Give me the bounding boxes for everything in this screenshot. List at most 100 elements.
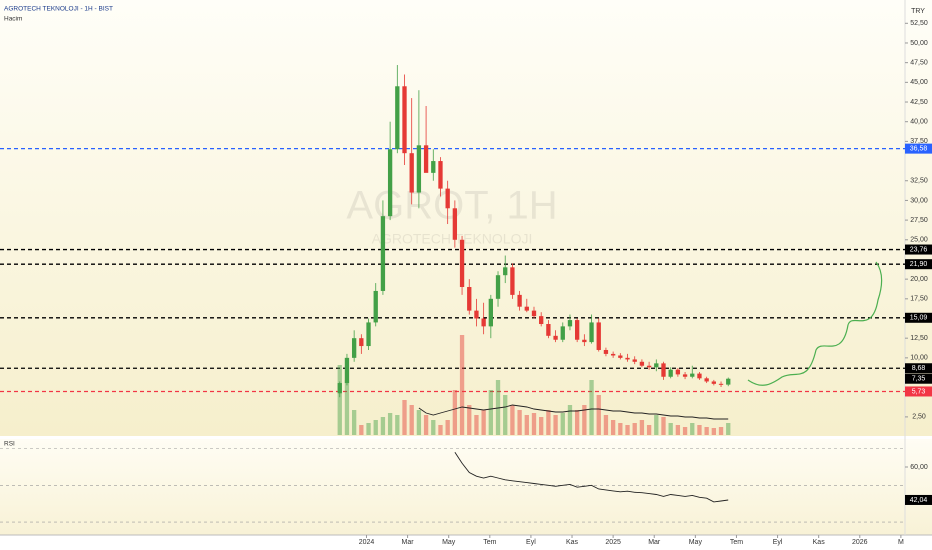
candle-body <box>467 287 472 311</box>
y-tick-label: 32,50 <box>910 178 928 185</box>
rsi-label: RSI <box>4 441 15 448</box>
volume-bar <box>575 410 580 435</box>
candle-body <box>589 322 594 343</box>
x-tick-label: Mar <box>402 539 415 546</box>
candle-body <box>654 363 659 368</box>
candle-body <box>632 359 637 362</box>
volume-bar <box>380 417 386 435</box>
candle-body <box>409 153 414 193</box>
chart-title: AGROTECH TEKNOLOJI - 1H - BIST <box>4 6 113 13</box>
last-price-box <box>905 373 932 384</box>
candle-body <box>682 374 688 377</box>
volume-bar <box>661 417 666 435</box>
candle-body <box>423 145 429 173</box>
candle-body <box>503 267 508 276</box>
y-tick-label: 17,50 <box>910 296 928 303</box>
candle-body <box>488 298 493 327</box>
y-tick-label: 20,00 <box>910 276 928 283</box>
candle-body <box>351 338 357 358</box>
volume-bar <box>646 425 652 435</box>
candle-body <box>625 357 630 360</box>
candle-body <box>697 373 702 379</box>
watermark-subtitle: AGROTECH TEKNOLOJI <box>372 231 533 247</box>
candle-body <box>337 383 342 394</box>
level-label-box <box>905 244 932 255</box>
volume-bar <box>618 423 623 435</box>
candle-body <box>575 320 580 340</box>
volume-bar <box>409 405 414 435</box>
volume-bar <box>567 405 573 435</box>
candle-body <box>359 338 364 347</box>
candle-body <box>517 294 522 307</box>
y-tick-label: 10,00 <box>910 355 928 362</box>
volume-bar <box>510 405 515 435</box>
y-tick-label: 27,50 <box>910 217 928 224</box>
volume-bar <box>387 413 393 435</box>
rsi-last-label: 42,04 <box>910 497 928 504</box>
candle-body <box>560 326 565 340</box>
volume-bar <box>639 420 645 435</box>
volume-bar <box>431 420 436 435</box>
volume-bar <box>416 410 422 435</box>
volume-bar <box>495 380 501 435</box>
candle-body <box>726 378 731 385</box>
x-tick-label: Tem <box>483 539 496 546</box>
volume-ma-line <box>418 404 729 420</box>
y-tick-label: 45,00 <box>910 79 928 86</box>
x-tick-label: 2024 <box>359 539 375 546</box>
candle-body <box>646 365 652 368</box>
candle-body <box>438 161 443 189</box>
candle-body <box>668 369 673 377</box>
volume-bar <box>632 423 637 435</box>
level-label: 8,68 <box>912 365 926 372</box>
x-tick-label: Eyl <box>526 539 536 546</box>
candle-body <box>416 145 422 193</box>
volume-bar <box>704 427 709 435</box>
volume-bar <box>603 415 609 435</box>
volume-bar <box>438 425 443 435</box>
candle-body <box>603 349 609 354</box>
volume-bar <box>625 425 630 435</box>
candle-body <box>567 320 573 327</box>
projection-drawing <box>747 261 883 386</box>
volume-bar <box>682 427 688 435</box>
volume-bar <box>467 405 472 435</box>
level-label: 15,09 <box>910 315 928 322</box>
level-label-box <box>905 386 932 397</box>
y-tick-label: 37,50 <box>910 138 928 145</box>
x-tick-label: 2025 <box>605 539 621 546</box>
rsi-y-tick-label: 60,00 <box>910 464 928 471</box>
candle-body <box>344 357 350 384</box>
volume-bar <box>445 420 450 435</box>
volume-bar <box>402 400 407 435</box>
candle-body <box>711 381 717 384</box>
x-tick-label: Tem <box>730 539 743 546</box>
candle-body <box>690 373 695 377</box>
candle-body <box>445 188 450 209</box>
rsi-last-box <box>905 494 932 505</box>
candle-body <box>373 290 378 323</box>
level-label: 5,73 <box>912 388 926 395</box>
candle-body <box>639 361 645 366</box>
volume-bar <box>517 410 522 435</box>
x-tick-label: May <box>442 539 456 546</box>
x-tick-label: 2026 <box>852 539 868 546</box>
level-label-box <box>905 143 932 154</box>
rsi-line <box>454 452 729 503</box>
volume-bar <box>560 413 565 435</box>
y-tick-label: 40,00 <box>910 119 928 126</box>
candle-body <box>387 149 393 217</box>
volume-bar <box>344 380 350 435</box>
volume-bar <box>395 415 400 435</box>
level-label-box <box>905 259 932 270</box>
candle-body <box>524 306 529 311</box>
level-label-box <box>905 312 932 323</box>
candle-body <box>704 378 709 382</box>
volume-bar <box>337 365 342 435</box>
x-tick-label: May <box>689 539 703 546</box>
candle-body <box>395 86 400 150</box>
plot-layer: 2024 Mar May Tem Eyl Kas 2025 Mar May Tem Eyl Kas 20… <box>0 20 932 546</box>
volume-bar <box>539 417 544 435</box>
watermark: AGROT, 1H <box>346 184 557 228</box>
y-tick-label: 30,00 <box>910 197 928 204</box>
